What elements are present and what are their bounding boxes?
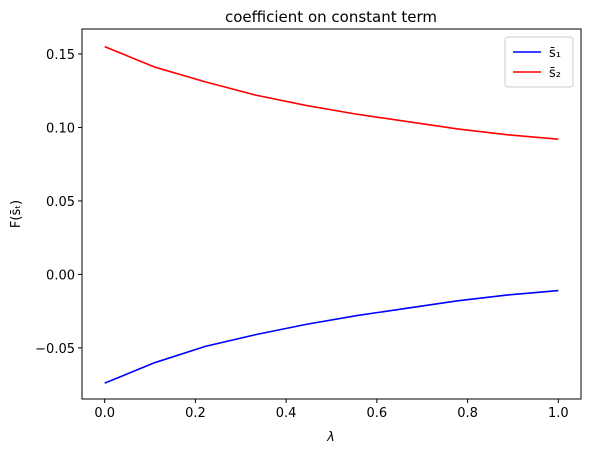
- x-axis-label: λ: [326, 430, 335, 445]
- x-tick-label: 0.4: [276, 406, 297, 421]
- x-tick-label: 0.8: [457, 406, 478, 421]
- chart-title: coefficient on constant term: [225, 8, 437, 26]
- y-tick-label: 0.05: [46, 195, 75, 210]
- y-tick-label: 0.10: [46, 121, 75, 136]
- legend-box: [504, 36, 574, 88]
- y-tick-label: 0.00: [46, 268, 75, 283]
- x-tick-label: 0.0: [94, 406, 115, 421]
- y-axis-label: F(s̄ₜ): [9, 200, 24, 228]
- plot-frame: [81, 28, 582, 400]
- line-series: [104, 289, 559, 384]
- line-series: [104, 45, 559, 141]
- y-tick-label: −0.05: [35, 342, 75, 357]
- x-tick-label: 1.0: [548, 406, 569, 421]
- x-tick-label: 0.6: [367, 406, 388, 421]
- x-tick-label: 0.2: [185, 406, 206, 421]
- legend-label: s̄₁: [549, 46, 561, 61]
- legend-label: s̄₂: [549, 66, 561, 81]
- y-tick-label: 0.15: [46, 48, 75, 63]
